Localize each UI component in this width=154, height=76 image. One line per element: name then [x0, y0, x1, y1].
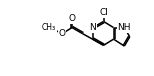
Text: NH: NH — [118, 23, 131, 32]
Text: N: N — [89, 23, 96, 32]
Text: O: O — [69, 14, 75, 23]
Text: Cl: Cl — [99, 8, 108, 17]
Text: CH₃: CH₃ — [42, 23, 56, 32]
Text: O: O — [59, 29, 65, 38]
